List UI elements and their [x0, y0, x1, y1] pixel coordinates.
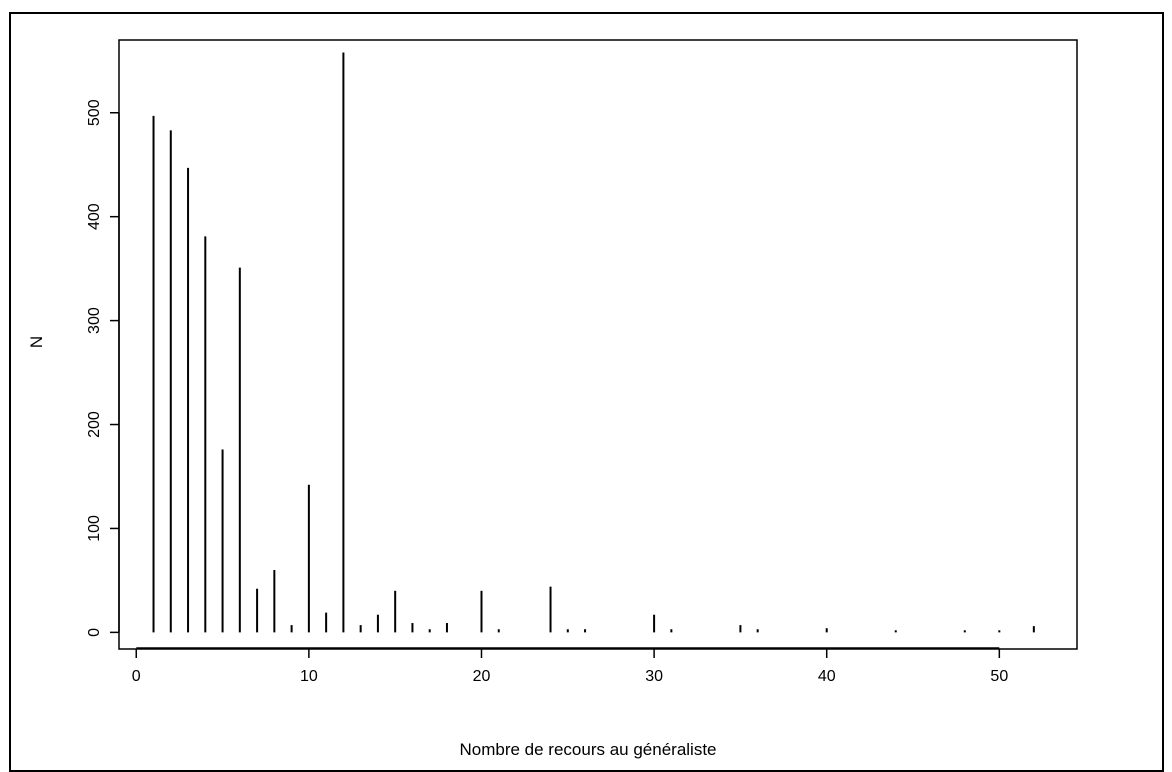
- y-tick-label: 200: [86, 411, 103, 438]
- x-tick-label: 40: [818, 668, 836, 685]
- chart-frame: [9, 12, 1164, 772]
- y-tick-label: 100: [86, 515, 103, 542]
- y-axis-ticks: 0 100 200 300 400 500: [86, 99, 119, 637]
- y-axis-title: N: [27, 336, 46, 348]
- x-tick-label: 50: [990, 668, 1008, 685]
- data-spikes: [152, 52, 1035, 633]
- x-tick-label: 0: [132, 668, 141, 685]
- y-tick-label: 400: [86, 203, 103, 230]
- y-tick-label: 300: [86, 307, 103, 334]
- x-axis-ticks: 0 10 20 30 40 50: [132, 649, 1008, 685]
- y-tick-label: 500: [86, 99, 103, 126]
- x-tick-label: 10: [300, 668, 318, 685]
- y-tick-label: 0: [86, 628, 103, 637]
- x-tick-label: 30: [645, 668, 663, 685]
- x-axis-title: Nombre de recours au généraliste: [459, 740, 716, 759]
- plot-area-border: [118, 39, 1078, 650]
- x-tick-label: 20: [473, 668, 491, 685]
